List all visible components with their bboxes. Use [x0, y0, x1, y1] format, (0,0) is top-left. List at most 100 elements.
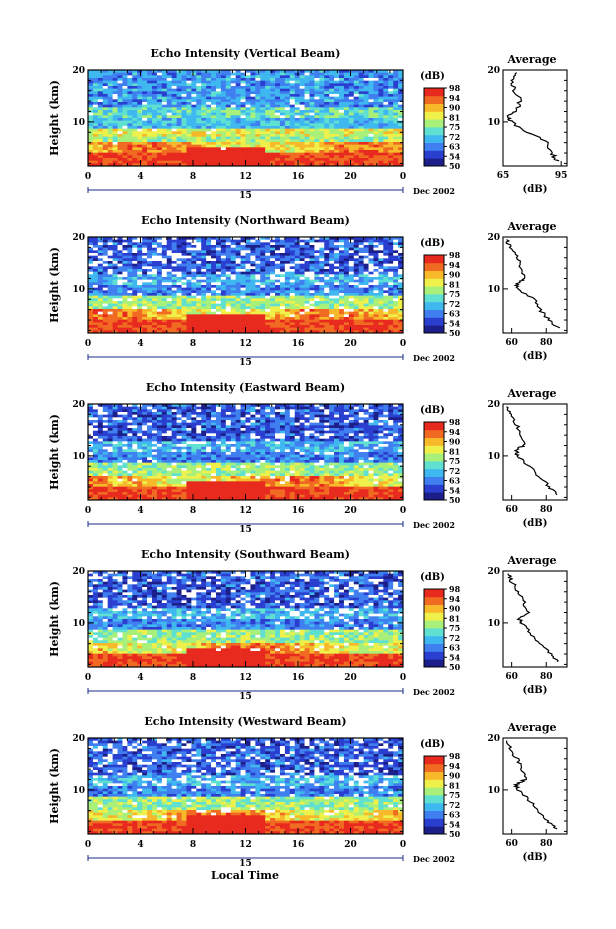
heatmap-cell	[206, 110, 212, 113]
heatmap-cell	[151, 78, 158, 81]
heatmap-cell	[132, 128, 138, 132]
heatmap-cell	[220, 91, 227, 95]
heatmap-cell	[142, 163, 148, 167]
heatmap-cell	[117, 255, 123, 259]
heatmap-cell	[343, 104, 350, 108]
heatmap-cell	[275, 314, 281, 318]
heatmap-cell	[343, 160, 350, 164]
heatmap-cell	[132, 253, 138, 256]
heatmap-cell	[309, 287, 315, 291]
heatmap-cell	[137, 160, 143, 164]
heatmap-cell	[245, 70, 251, 73]
heatmap-cell	[255, 104, 261, 108]
heatmap-cell	[353, 309, 359, 312]
heatmap-cell	[191, 86, 197, 89]
heatmap-cell	[260, 319, 266, 323]
heatmap-cell	[206, 112, 212, 116]
heatmap-cell	[215, 325, 222, 328]
heatmap-cell	[142, 298, 148, 302]
heatmap-cell	[270, 112, 276, 116]
heatmap-cell	[142, 261, 148, 264]
heatmap-cell	[191, 258, 197, 262]
heatmap-cell	[196, 80, 202, 84]
heatmap-cell	[245, 242, 251, 246]
heatmap-cell	[378, 110, 384, 113]
heatmap-cell	[235, 261, 241, 264]
heatmap-cell	[358, 83, 364, 87]
heatmap-cell	[368, 237, 374, 240]
heatmap-cell	[343, 301, 350, 304]
heatmap-cell	[127, 258, 133, 262]
heatmap-cell	[289, 261, 296, 264]
heatmap-cell	[235, 96, 241, 100]
heatmap-cell	[137, 253, 143, 256]
heatmap-cell	[97, 290, 104, 294]
heatmap-cell	[260, 123, 266, 127]
colorbar-tick-label: 94	[449, 260, 461, 270]
heatmap-cell	[88, 80, 94, 84]
heatmap-cell	[191, 142, 197, 145]
heatmap-cell	[343, 155, 350, 159]
heatmap-cell	[245, 152, 251, 156]
heatmap-cell	[147, 282, 153, 286]
heatmap-cell	[294, 123, 300, 127]
heatmap-cell	[339, 277, 345, 280]
heatmap-cell	[102, 107, 108, 111]
heatmap-cell	[329, 102, 335, 105]
heatmap-cell	[245, 325, 251, 328]
heatmap-cell	[393, 290, 399, 294]
heatmap-cell	[211, 239, 217, 243]
heatmap-cell	[353, 107, 359, 111]
heatmap-cell	[176, 311, 182, 315]
heatmap-cell	[235, 86, 241, 89]
heatmap-cell	[92, 123, 99, 127]
heatmap-cell	[132, 406, 138, 410]
heatmap-cell	[186, 253, 192, 256]
heatmap-cell	[142, 314, 148, 318]
heatmap-cell	[393, 107, 399, 111]
heatmap-cell	[176, 152, 182, 156]
heatmap-cell	[339, 72, 345, 76]
heatmap-cell	[147, 309, 153, 312]
heatmap-cell	[343, 322, 350, 326]
heatmap-cell	[343, 295, 350, 299]
heatmap-cell	[206, 152, 212, 156]
heatmap-cell	[294, 253, 300, 256]
heatmap-cell	[225, 301, 232, 304]
heatmap-cell	[329, 258, 335, 262]
heatmap-cell	[339, 285, 345, 288]
heatmap-cell	[279, 314, 286, 318]
heatmap-cell	[373, 78, 379, 81]
heatmap-cell	[191, 158, 197, 161]
heatmap-cell	[319, 104, 325, 108]
heatmap-cell	[235, 104, 241, 108]
heatmap-cell	[186, 306, 192, 310]
heatmap-cell	[235, 306, 241, 310]
heatmap-cell	[176, 107, 182, 111]
heatmap-cell	[378, 250, 384, 254]
heatmap-cell	[245, 163, 251, 167]
heatmap-cell	[250, 142, 256, 145]
heatmap-cell	[127, 293, 133, 296]
heatmap-cell	[230, 80, 236, 84]
heatmap-cell	[260, 250, 266, 254]
heatmap-cell	[388, 102, 394, 105]
heatmap-cell	[122, 94, 128, 97]
heatmap-cell	[304, 115, 310, 119]
heatmap-cell	[186, 293, 192, 296]
heatmap-cell	[294, 155, 300, 159]
heatmap-cell	[211, 72, 217, 76]
heatmap-cell	[117, 115, 123, 119]
heatmap-cell	[304, 325, 310, 328]
heatmap-cell	[102, 271, 108, 275]
heatmap-cell	[88, 75, 94, 79]
heatmap-cell	[186, 258, 192, 262]
heatmap-cell	[265, 120, 271, 124]
heatmap-cell	[294, 266, 300, 270]
heatmap-cell	[363, 242, 369, 246]
heatmap-cell	[260, 115, 266, 119]
heatmap-cell	[250, 147, 256, 151]
heatmap-cell	[245, 120, 251, 124]
heatmap-cell	[383, 306, 389, 310]
heatmap-cell	[161, 261, 168, 264]
